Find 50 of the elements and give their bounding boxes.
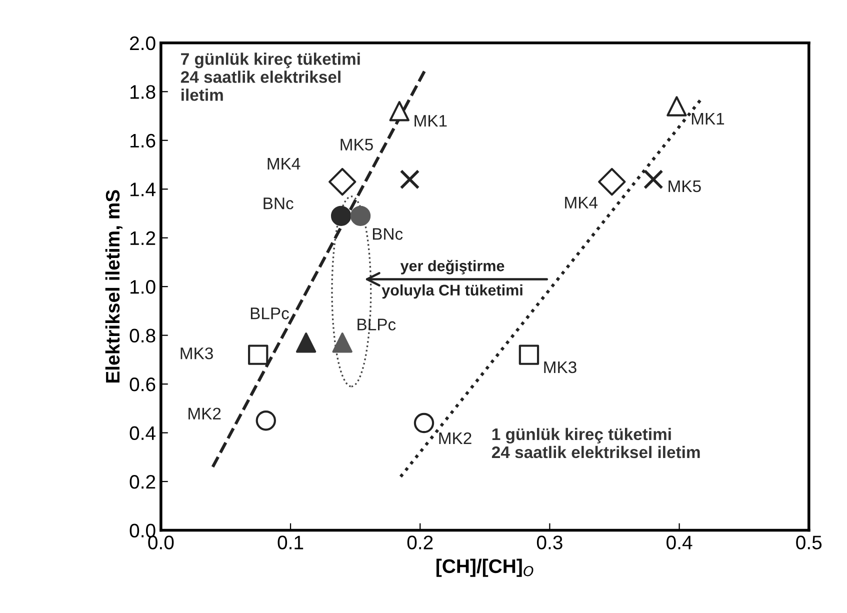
x-tick-label: 0.2 <box>407 536 433 550</box>
annotation: 7 günlük kireç tüketimi 24 saatlik elektriksel iletim <box>180 52 360 101</box>
series-label: MK4 <box>565 196 598 208</box>
series-label: MK1 <box>414 115 447 127</box>
x-tick-label: 0.3 <box>536 536 562 550</box>
text: MK3 <box>180 347 213 360</box>
point <box>332 332 352 353</box>
point <box>666 96 687 116</box>
x-tick-label: 0.0 <box>148 536 174 550</box>
series-label: MK5 <box>668 180 701 192</box>
point <box>389 101 410 122</box>
text: MK4 <box>268 158 300 170</box>
series-label: MK2 <box>439 432 472 444</box>
point <box>518 344 540 365</box>
y-tick-label: 1.2 <box>130 231 156 245</box>
y-tick-label: 0.0 <box>130 524 156 538</box>
point <box>414 412 434 434</box>
text: MK1 <box>692 112 724 124</box>
x-tick-label: 0.4 <box>666 536 692 550</box>
y-tick-label: 1.4 <box>130 182 156 196</box>
y-tick-label: 1.8 <box>130 85 156 99</box>
point <box>643 169 664 190</box>
annotation: yer değiştirme yoluyla CH tüketimi <box>382 260 522 299</box>
point <box>598 168 626 196</box>
point <box>350 206 371 226</box>
text: BNc <box>264 198 294 210</box>
y-tick-label: 1.0 <box>130 280 156 294</box>
text: MK2 <box>188 408 221 420</box>
point <box>248 344 268 365</box>
point <box>256 410 276 431</box>
y-axis-title: Elektriksel iletim, mS <box>105 190 122 383</box>
point <box>296 332 316 353</box>
series-label: MK3 <box>544 361 576 374</box>
point <box>328 168 356 196</box>
series-label: BLPc <box>358 318 396 330</box>
x-tick-label: 0.5 <box>796 536 822 550</box>
point <box>400 169 420 190</box>
series-label: BLPc <box>250 308 289 320</box>
y-tick-label: 0.8 <box>130 328 156 343</box>
y-tick-label: 2.0 <box>130 36 156 50</box>
x-axis-title: [CH]/[CH]$_{O}$ <box>436 558 534 577</box>
series-label: BNc <box>372 228 403 240</box>
x-tick-label: 0.1 <box>278 536 304 550</box>
y-tick-label: 0.4 <box>130 426 156 440</box>
y-tick-label: 1.6 <box>130 134 156 148</box>
y-tick-label: 0.2 <box>130 474 156 489</box>
y-tick-label: 0.6 <box>130 378 156 392</box>
text: MK5 <box>340 138 373 151</box>
point <box>330 206 352 226</box>
annotation: 1 günlük kireç tüketimi 24 saatlik elektriksel iletim <box>492 428 700 458</box>
